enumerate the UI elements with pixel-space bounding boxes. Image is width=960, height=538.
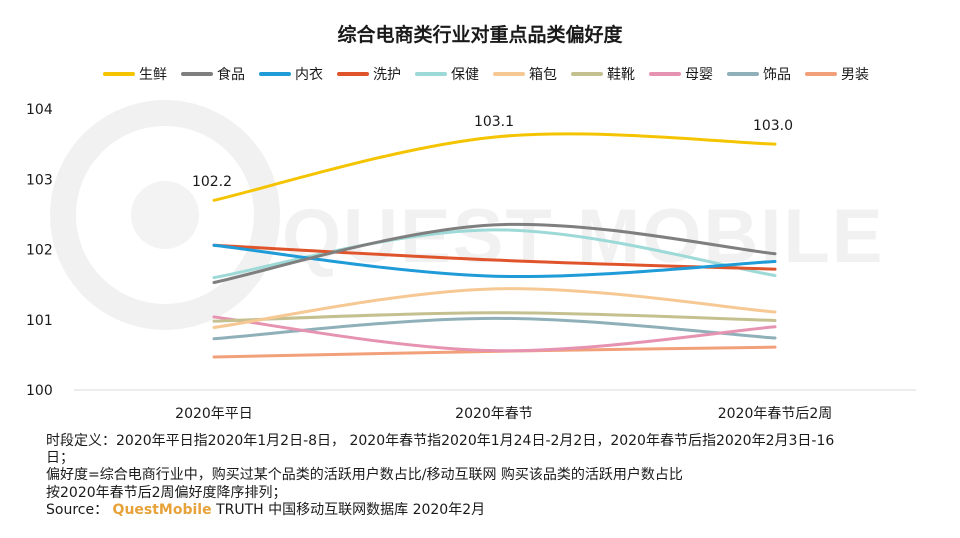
- series-line-食品: [212, 222, 777, 285]
- x-tick-label: 2020年春节后2周: [718, 406, 833, 422]
- note-period-definition-cont: 日；: [46, 450, 74, 467]
- legend-swatch: [493, 72, 525, 76]
- legend-swatch: [259, 72, 291, 76]
- legend-item: 生鲜: [103, 64, 167, 84]
- data-label: 103.0: [753, 118, 793, 134]
- note-sort-order: 按2020年春节后2周偏好度降序排列；: [46, 484, 287, 501]
- legend: 生鲜 食品 内衣 洗护 保健 箱包 鞋靴 母婴 饰品 男装: [103, 64, 883, 84]
- legend-label: 男装: [841, 67, 869, 83]
- legend-swatch: [337, 72, 369, 76]
- legend-label: 内衣: [295, 67, 323, 83]
- series-line-生鲜: [212, 132, 777, 202]
- source-line: Source： QuestMobile TRUTH 中国移动互联网数据库 202…: [46, 502, 926, 519]
- x-tick-label: 2020年春节: [455, 406, 533, 422]
- source-brand: QuestMobile: [112, 501, 212, 518]
- legend-label: 鞋靴: [607, 67, 635, 83]
- legend-swatch: [649, 72, 681, 76]
- series-line-箱包: [212, 287, 777, 329]
- legend-swatch: [805, 72, 837, 76]
- legend-item: 内衣: [259, 64, 323, 84]
- legend-swatch: [181, 72, 213, 76]
- y-tick-label: 104: [26, 102, 53, 118]
- y-tick-label: 102: [26, 243, 53, 259]
- footnotes: 时段定义：2020年平日指2020年1月2日-8日， 2020年春节指2020年…: [46, 433, 926, 519]
- data-label: 102.2: [192, 174, 232, 190]
- legend-swatch: [415, 72, 447, 76]
- legend-item: 保健: [415, 64, 479, 84]
- legend-item: 箱包: [493, 64, 557, 84]
- legend-item: 饰品: [727, 64, 791, 84]
- y-tick-label: 103: [26, 172, 53, 188]
- note-preference-definition: 偏好度=综合电商行业中，购买过某个品类的活跃用户数占比/移动互联网 购买该品类的…: [46, 467, 683, 484]
- watermark-logo-dot: [131, 181, 199, 249]
- series-line-保健: [212, 228, 777, 280]
- legend-label: 饰品: [763, 67, 791, 83]
- watermark-logo-ring: [50, 100, 280, 330]
- x-tick-label: 2020年平日: [175, 406, 253, 422]
- y-tick-label: 100: [26, 383, 53, 399]
- legend-label: 箱包: [529, 67, 557, 83]
- series-line-饰品: [212, 316, 777, 341]
- legend-label: 食品: [217, 67, 245, 83]
- legend-item: 男装: [805, 64, 869, 84]
- legend-swatch: [727, 72, 759, 76]
- legend-item: 食品: [181, 64, 245, 84]
- legend-label: 洗护: [373, 67, 401, 83]
- data-label: 103.1: [474, 114, 514, 130]
- source-label: Source：: [46, 501, 109, 518]
- series-line-母婴: [212, 315, 777, 353]
- chart-title: 综合电商类行业对重点品类偏好度: [337, 24, 623, 46]
- legend-label: 母婴: [685, 67, 713, 83]
- legend-label: 生鲜: [139, 67, 167, 83]
- legend-item: 母婴: [649, 64, 713, 84]
- legend-item: 鞋靴: [571, 64, 635, 84]
- series-line-内衣: [212, 243, 777, 279]
- note-period-definition: 时段定义：2020年平日指2020年1月2日-8日， 2020年春节指2020年…: [46, 433, 835, 449]
- y-tick-label: 101: [26, 313, 53, 329]
- series-line-鞋靴: [212, 311, 777, 323]
- legend-swatch: [571, 72, 603, 76]
- source-text: TRUTH 中国移动互联网数据库 2020年2月: [216, 501, 486, 518]
- legend-item: 洗护: [337, 64, 401, 84]
- legend-label: 保健: [451, 67, 479, 83]
- legend-swatch: [103, 72, 135, 76]
